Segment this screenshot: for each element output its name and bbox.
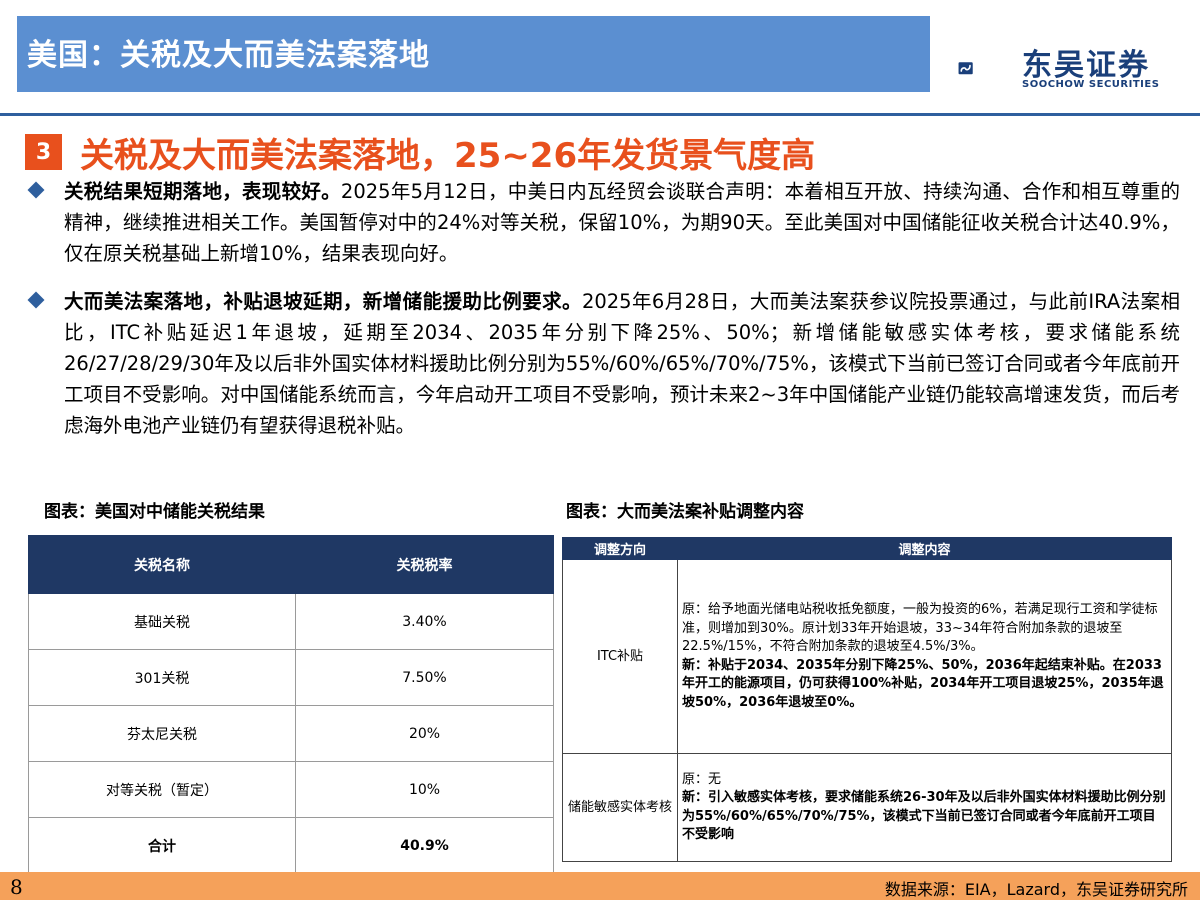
header-divider [0,113,1200,116]
tariff-name: 对等关税（暂定） [28,761,296,818]
original-policy-text: 原：给予地面光储电站税收抵免额度，一般为投资的6%，若满足现行工资和学徒标准，则… [682,602,1158,654]
bullet-lead: 大而美法案落地，补贴退坡延期，新增储能援助比例要求。 [64,290,582,313]
section-title: 关税及大而美法案落地，25~26年发货景气度高 [80,136,816,176]
tariff-name: 合计 [28,817,296,874]
original-policy-text: 原：无 [682,771,722,787]
tariff-rate: 3.40% [295,593,554,650]
table-row: 芬太尼关税 20% [28,705,554,762]
column-header: 关税名称 [28,535,296,594]
diamond-bullet-icon [27,291,45,309]
tariff-name: 基础关税 [28,593,296,650]
adjustment-content: 原：无 新：引入敏感实体考核，要求储能系统26-30年及以后非外国实体材料援助比… [677,753,1172,862]
adjustment-direction: 储能敏感实体考核 [562,753,678,862]
logo-chinese-name: 东吴证券 [1022,48,1150,83]
logo-english-name: SOOCHOW SECURITIES [1022,79,1160,90]
right-table-caption: 图表：大而美法案补贴调整内容 [566,502,804,522]
subsidy-adjustment-table: 调整方向 调整内容 ITC补贴 原：给予地面光储电站税收抵免额度，一般为投资的6… [562,537,1172,862]
table-header-row: 调整方向 调整内容 [562,537,1172,560]
left-table-caption: 图表：美国对中储能关税结果 [44,502,265,522]
tariff-table: 关税名称 关税税率 基础关税 3.40% 301关税 7.50% 芬太尼关税 2… [28,535,554,874]
diamond-bullet-icon [27,181,45,199]
new-policy-text: 新：引入敏感实体考核，要求储能系统26-30年及以后非外国实体材料援助比例分别为… [682,790,1166,842]
column-header: 调整内容 [677,537,1172,560]
tariff-rate: 7.50% [295,649,554,706]
page-number: 8 [10,875,23,899]
column-header: 调整方向 [562,537,678,560]
adjustment-direction: ITC补贴 [562,559,678,754]
soochow-logo-icon [958,62,973,75]
tariff-rate: 20% [295,705,554,762]
table-header-row: 关税名称 关税税率 [28,535,554,594]
table-row: 储能敏感实体考核 原：无 新：引入敏感实体考核，要求储能系统26-30年及以后非… [562,753,1172,862]
tariff-rate: 40.9% [295,817,554,874]
adjustment-content: 原：给予地面光储电站税收抵免额度，一般为投资的6%，若满足现行工资和学徒标准，则… [677,559,1172,754]
table-row: 基础关税 3.40% [28,593,554,650]
header-band [17,16,930,92]
table-row: 对等关税（暂定） 10% [28,761,554,818]
footer-band [0,872,1200,900]
bullet-body: 2025年6月28日，大而美法案获参议院投票通过，与此前IRA法案相比，ITC补… [64,290,1180,437]
tariff-name: 芬太尼关税 [28,705,296,762]
table-row: ITC补贴 原：给予地面光储电站税收抵免额度，一般为投资的6%，若满足现行工资和… [562,559,1172,754]
section-number-badge: 3 [25,134,62,170]
data-source: 数据来源：EIA，Lazard，东吴证券研究所 [884,880,1188,899]
tariff-name: 301关税 [28,649,296,706]
page-title: 美国：关税及大而美法案落地 [27,38,430,73]
table-row: 301关税 7.50% [28,649,554,706]
tariff-rate: 10% [295,761,554,818]
column-header: 关税税率 [295,535,554,594]
new-policy-text: 新：补贴于2034、2035年分别下降25%、50%，2036年起结束补贴。在2… [682,657,1164,710]
bullet-body: 2025年5月12日，中美日内瓦经贸会谈联合声明：本着相互开放、持续沟通、合作和… [64,180,1180,265]
table-total-row: 合计 40.9% [28,817,554,874]
bullet-lead: 关税结果短期落地，表现较好。 [64,180,341,203]
